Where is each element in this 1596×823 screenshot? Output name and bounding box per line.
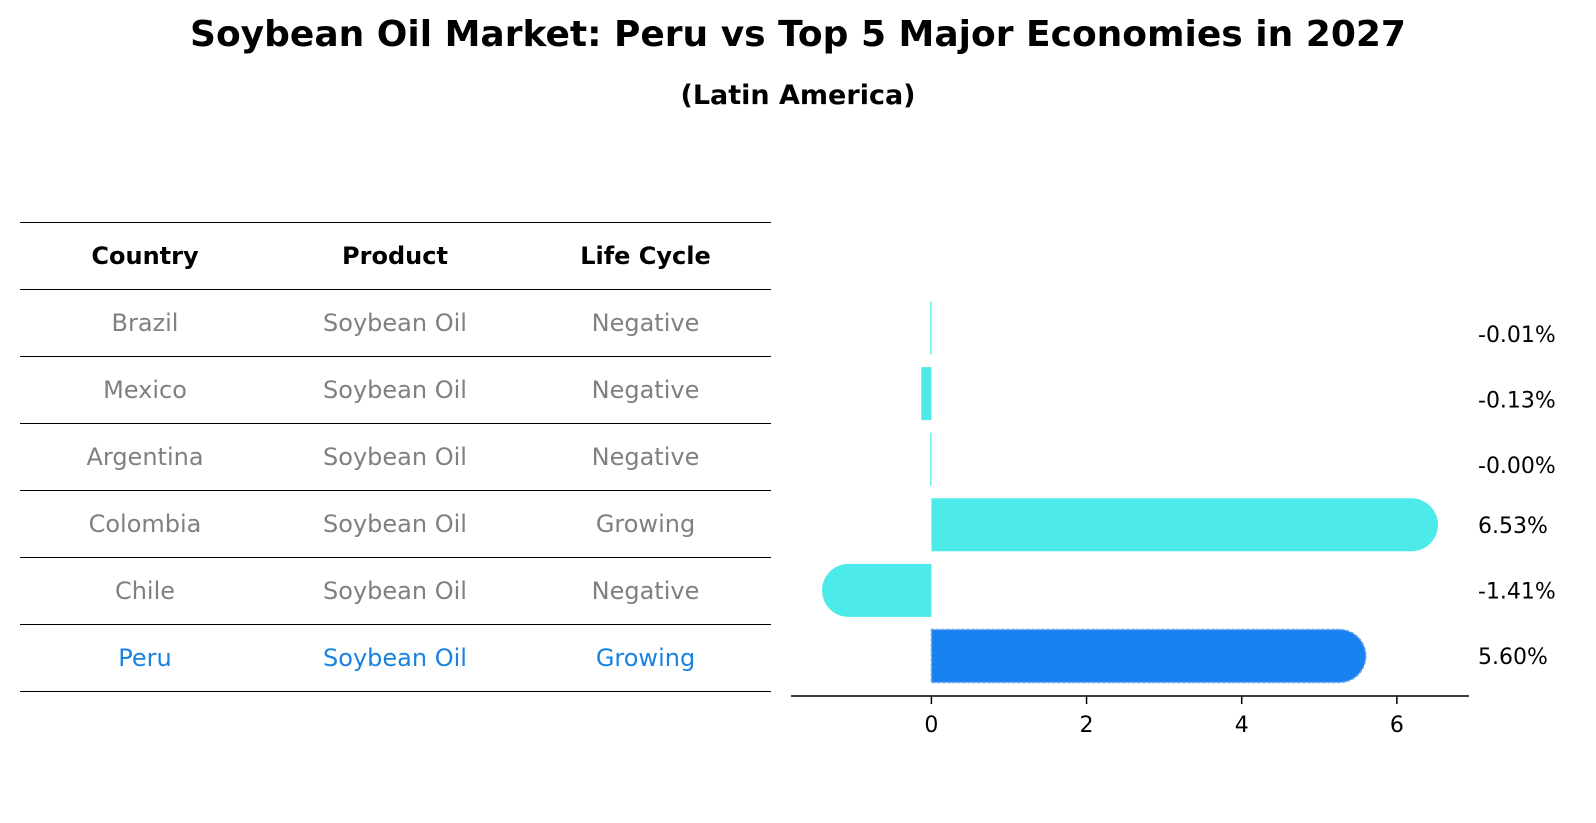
table-header-row: Country Product Life Cycle [20, 223, 771, 290]
cell-country: Chile [114, 577, 176, 605]
header-life-cycle: Life Cycle [580, 242, 711, 270]
cell-life-cycle: Growing [595, 644, 696, 672]
cell-life-cycle: Growing [595, 510, 696, 538]
table-row: Mexico Soybean Oil Negative [20, 357, 771, 424]
cell-life-cycle: Negative [591, 577, 700, 605]
cell-country: Brazil [111, 309, 179, 337]
value-label: -0.01% [1478, 323, 1556, 348]
value-label: 5.60% [1478, 645, 1548, 670]
cell-product: Soybean Oil [323, 376, 467, 404]
bar-brazil [930, 301, 932, 355]
bar-chile [822, 563, 932, 617]
chart-subtitle: (Latin America) [680, 80, 916, 111]
value-label: 6.53% [1478, 514, 1548, 539]
cell-life-cycle: Negative [591, 443, 700, 471]
cell-country: Colombia [88, 510, 202, 538]
value-labels: -0.01% -0.13% -0.00% 6.53% -1.41% 5.60% [1478, 323, 1556, 670]
bar-colombia [931, 498, 1438, 552]
x-tick-label: 4 [1235, 713, 1249, 738]
cell-life-cycle: Negative [591, 309, 700, 337]
cell-product: Soybean Oil [323, 309, 467, 337]
header-country: Country [91, 242, 199, 270]
cell-country: Peru [118, 644, 172, 672]
bar-group [822, 301, 1438, 684]
table-row: Chile Soybean Oil Negative [20, 558, 771, 625]
cell-country: Mexico [103, 376, 187, 404]
table-row: Argentina Soybean Oil Negative [20, 424, 771, 491]
x-tick-label: 6 [1390, 713, 1404, 738]
bar-mexico [921, 367, 932, 421]
x-tick-label: 2 [1080, 713, 1094, 738]
header-product: Product [342, 242, 448, 270]
cell-life-cycle: Negative [591, 376, 700, 404]
cell-country: Argentina [86, 443, 204, 471]
value-label: -1.41% [1478, 579, 1556, 604]
table-row: Colombia Soybean Oil Growing [20, 491, 771, 558]
cell-product: Soybean Oil [323, 644, 467, 672]
value-label: -0.00% [1478, 454, 1556, 479]
bar-peru [930, 628, 1367, 684]
x-tick-label: 0 [924, 713, 938, 738]
cell-product: Soybean Oil [323, 577, 467, 605]
table-row: Brazil Soybean Oil Negative [20, 290, 771, 357]
value-label: -0.13% [1478, 389, 1556, 414]
chart-title: Soybean Oil Market: Peru vs Top 5 Major … [190, 14, 1406, 55]
cell-product: Soybean Oil [323, 510, 467, 538]
x-ticks: 0 2 4 6 [924, 696, 1404, 738]
cell-product: Soybean Oil [323, 443, 467, 471]
data-table: Country Product Life Cycle Brazil Soybea… [20, 222, 771, 692]
table-row-highlight: Peru Soybean Oil Growing [20, 625, 771, 692]
bar-argentina [930, 432, 932, 486]
